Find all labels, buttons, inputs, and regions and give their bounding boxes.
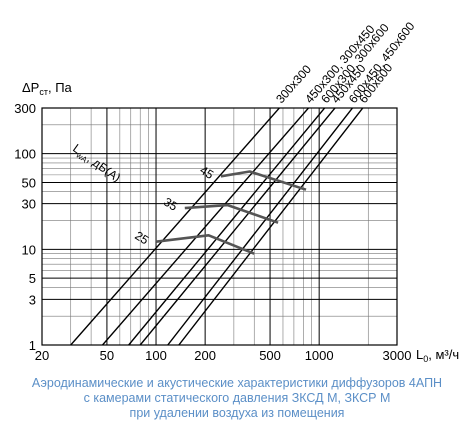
y-tick-labels: 1 3 5 10 30 50 100 300 [14, 101, 36, 353]
y-tick-label: 30 [22, 197, 36, 212]
x-tick-labels: 20 50 100 200 500 1000 3000 [35, 348, 412, 363]
noise-curve-label: 35 [161, 195, 180, 214]
size-line [102, 108, 310, 345]
size-line [128, 108, 326, 345]
y-tick-label: 10 [22, 242, 36, 257]
y-tick-label: 300 [14, 101, 36, 116]
x-tick-label: 100 [145, 348, 167, 363]
y-tick-label: 50 [22, 175, 36, 190]
size-line [178, 108, 364, 345]
chart-caption: Аэродинамические и акустические характер… [0, 376, 474, 421]
caption-line-1: Аэродинамические и акустические характер… [31, 376, 443, 390]
size-line [167, 108, 354, 345]
size-line [70, 108, 281, 345]
noise-curve [184, 203, 279, 224]
noise-curve [155, 234, 255, 255]
x-tick-label: 500 [259, 348, 281, 363]
y-tick-label: 100 [14, 147, 36, 162]
caption-line-3: при удалении воздуха из помещения [129, 406, 345, 420]
noise-axis-label: LwA, дБ(А) [69, 141, 123, 186]
x-axis-label: L0, м³/ч [416, 347, 459, 364]
noise-curve-label: 45 [197, 163, 216, 182]
size-line [139, 108, 336, 345]
noise-curve [220, 170, 307, 191]
caption-line-2: с камерами статического давления ЗКСД М,… [83, 391, 391, 405]
plot-frame [41, 107, 398, 346]
grid-major [41, 107, 398, 346]
x-tick-label: 1000 [305, 348, 334, 363]
x-tick-label: 50 [100, 348, 114, 363]
y-tick-label: 3 [29, 292, 36, 307]
x-tick-label: 200 [194, 348, 216, 363]
size-lines [70, 108, 364, 345]
x-tick-label: 20 [35, 348, 49, 363]
y-axis-label: ΔPст, Па [22, 80, 73, 97]
x-tick-label: 3000 [383, 348, 412, 363]
y-tick-label: 5 [29, 271, 36, 286]
y-tick-label: 1 [29, 338, 36, 353]
grid-minor [42, 108, 397, 345]
noise-curves [155, 170, 307, 255]
